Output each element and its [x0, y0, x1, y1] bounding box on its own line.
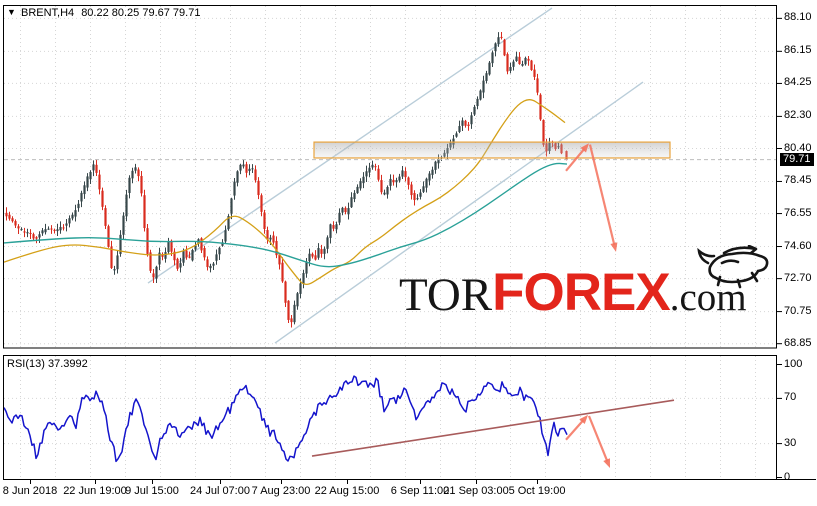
time-axis-label: 22 Jun 19:00: [63, 485, 127, 497]
axis-tick-marks: [30, 17, 782, 484]
ohlc-values: 80.22 80.25 79.67 79.71: [81, 7, 201, 19]
ma-slow-line: [3, 162, 568, 268]
logo-text-com: .com: [669, 276, 747, 319]
current-price-badge: 79.71: [780, 152, 814, 166]
price-axis-label: 72.70: [784, 271, 812, 284]
bull-logo-icon: [697, 245, 769, 289]
price-axis-label: 76.55: [784, 206, 812, 219]
time-axis-label: 21 Sep 03:00: [443, 485, 509, 497]
time-axis-label: 6 Sep 11:00: [390, 485, 450, 497]
time-axis-label: 7 Aug 23:00: [251, 485, 311, 497]
price-axis-label: 88.10: [784, 11, 812, 24]
price-forecast-arrows: [565, 143, 618, 252]
ma-fast-line: [3, 99, 566, 285]
price-axis-label: 74.60: [784, 239, 812, 252]
rsi-indicator-label: RSI(13) 37.3992: [7, 358, 88, 370]
rsi-axis-label: 30: [784, 436, 797, 449]
rsi-forecast-arrows: [565, 414, 610, 468]
time-axis-label: 8 Jun 2018: [2, 485, 58, 497]
rsi-axis-label: 100: [784, 357, 803, 370]
torforex-watermark: TOR FOREX .com: [399, 266, 747, 319]
logo-text-tor: TOR: [399, 269, 493, 321]
rsi-trendline: [311, 399, 675, 457]
resistance-zone: [313, 141, 671, 159]
rsi-axis-label: 0: [784, 470, 791, 483]
price-axis-label: 80.40: [784, 141, 812, 154]
time-axis-label: 24 Jul 07:00: [190, 485, 250, 497]
time-axis-label: 22 Aug 15:00: [314, 485, 380, 497]
price-axis-label: 86.15: [784, 44, 812, 57]
price-axis-label: 84.25: [784, 76, 812, 89]
logo-text-forex: FOREX: [492, 263, 671, 322]
symbol-timeframe-label: BRENT,H4: [21, 7, 75, 19]
chart-title: BRENT,H4 80.22 80.25 79.67 79.71: [21, 7, 200, 19]
symbol-dropdown-icon: ▼: [7, 7, 16, 17]
price-axis-label: 82.30: [784, 109, 812, 122]
rsi-line: [3, 375, 568, 463]
price-axis-label: 68.85: [784, 336, 812, 349]
price-axis-label: 70.75: [784, 304, 812, 317]
time-axis-label: 9 Jul 15:00: [125, 485, 179, 497]
price-axis-label: 78.45: [784, 174, 812, 187]
time-axis-label: 5 Oct 19:00: [508, 485, 566, 497]
panel-borders: [3, 5, 816, 480]
rsi-axis-label: 70: [784, 391, 797, 404]
